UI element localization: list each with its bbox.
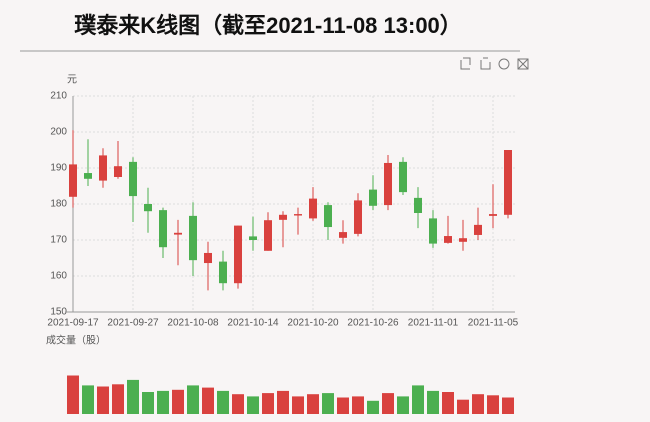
candle-body <box>309 198 317 219</box>
candle-body <box>504 150 512 215</box>
volume-bar <box>382 393 394 414</box>
volume-bar <box>127 379 139 414</box>
volume-bar <box>202 387 214 414</box>
x-tick-label: 2021-10-08 <box>167 318 219 329</box>
restore-icon[interactable] <box>498 58 510 70</box>
volume-bar <box>502 397 514 414</box>
y-tick-label: 190 <box>50 163 67 174</box>
volume-bar <box>82 385 94 414</box>
candle-body <box>429 218 437 244</box>
candle-body <box>459 238 467 242</box>
volume-bar <box>262 393 274 414</box>
x-tick-label: 2021-11-05 <box>468 318 519 329</box>
candle-body <box>354 200 362 234</box>
toolbox[interactable] <box>460 57 529 70</box>
y-tick-label: 200 <box>50 127 67 138</box>
volume-bar <box>427 390 439 414</box>
candle-body <box>114 166 122 177</box>
candle-body <box>189 215 197 261</box>
chart-title: 璞泰来K线图（截至2021-11-08 13:00） <box>74 13 462 38</box>
volume-bar <box>472 394 484 414</box>
volume-bar <box>457 399 469 414</box>
candle-body <box>69 164 77 197</box>
candle-body <box>369 189 377 206</box>
candle-body <box>444 236 452 243</box>
x-tick-label: 2021-10-14 <box>227 318 279 329</box>
candle-body <box>399 161 407 193</box>
volume-label: 成交量（股） <box>46 334 106 347</box>
x-tick-label: 2021-09-27 <box>107 318 159 329</box>
candle-body <box>249 236 257 240</box>
volume-bar <box>337 397 349 414</box>
candle-body <box>324 205 332 228</box>
volume-bar <box>322 393 334 414</box>
candle-body <box>204 252 212 264</box>
candle-body <box>339 232 347 238</box>
volume-bar <box>217 390 229 414</box>
candle-body <box>279 214 287 220</box>
volume-bar <box>487 395 499 414</box>
candle-body <box>384 162 392 206</box>
y-tick-label: 170 <box>50 235 67 246</box>
candle-body <box>99 155 107 181</box>
volume-bar <box>367 400 379 414</box>
candle-body <box>159 210 167 248</box>
volume-bar <box>277 390 289 414</box>
candle-body <box>144 204 152 212</box>
candle-body <box>174 232 182 235</box>
volume-bar <box>232 394 244 414</box>
y-tick-label: 210 <box>50 91 67 102</box>
candle-body <box>234 225 242 284</box>
candle-body <box>264 220 272 251</box>
volume-bar <box>172 389 184 414</box>
volume-bar <box>442 392 454 414</box>
x-tick-label: 2021-10-20 <box>287 318 339 329</box>
volume-bar <box>247 396 259 414</box>
volume-bar <box>187 385 199 414</box>
volume-bar <box>67 375 79 414</box>
volume-bar <box>157 390 169 414</box>
candle-body <box>489 214 497 216</box>
volume-bar <box>352 396 364 414</box>
y-tick-label: 150 <box>50 307 67 318</box>
volume-bar <box>412 385 424 414</box>
x-tick-label: 2021-10-26 <box>347 318 399 329</box>
volume-bar <box>292 396 304 414</box>
y-tick-label: 160 <box>50 271 67 282</box>
candle-body <box>129 161 137 197</box>
volume-bar <box>112 384 124 414</box>
candle-body <box>294 214 302 216</box>
volume-bar <box>142 392 154 414</box>
zoom-reset-icon[interactable] <box>480 57 491 70</box>
x-tick-label: 2021-11-01 <box>408 318 459 329</box>
candle-body <box>414 197 422 213</box>
save-icon[interactable] <box>517 58 529 70</box>
volume-bar <box>97 386 109 414</box>
candle-body <box>84 173 92 179</box>
y-axis-label: 元 <box>67 75 77 86</box>
candle-body <box>474 224 482 235</box>
candle-body <box>219 261 227 284</box>
y-tick-label: 180 <box>50 199 67 210</box>
zoom-icon[interactable] <box>460 57 471 70</box>
x-tick-label: 2021-09-17 <box>47 318 99 329</box>
volume-bar <box>397 396 409 414</box>
volume-bar <box>307 394 319 414</box>
